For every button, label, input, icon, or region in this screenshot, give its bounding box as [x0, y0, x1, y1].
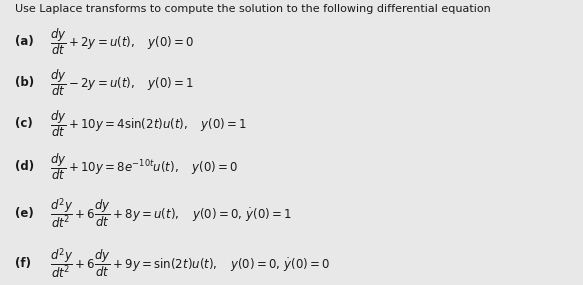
Text: $\dfrac{dy}{dt} - 2y = u(t), \quad y(0) = 1$: $\dfrac{dy}{dt} - 2y = u(t), \quad y(0) … — [50, 67, 194, 98]
Text: (d): (d) — [15, 160, 34, 173]
Text: (e): (e) — [15, 207, 33, 220]
Text: (c): (c) — [15, 117, 32, 131]
Text: (a): (a) — [15, 35, 33, 48]
Text: (b): (b) — [15, 76, 34, 89]
Text: $\dfrac{dy}{dt} + 10y = 8e^{-10t}u(t), \quad y(0) = 0$: $\dfrac{dy}{dt} + 10y = 8e^{-10t}u(t), \… — [50, 151, 238, 182]
Text: Use Laplace transforms to compute the solution to the following differential equ: Use Laplace transforms to compute the so… — [15, 4, 490, 14]
Text: $\dfrac{d^2y}{dt^2} + 6\dfrac{dy}{dt} + 8y = u(t), \quad y(0) = 0,\, \dot{y}(0) : $\dfrac{d^2y}{dt^2} + 6\dfrac{dy}{dt} + … — [50, 196, 292, 231]
Text: $\dfrac{d^2y}{dt^2} + 6\dfrac{dy}{dt} + 9y = \sin(2t)u(t), \quad y(0) = 0,\, \do: $\dfrac{d^2y}{dt^2} + 6\dfrac{dy}{dt} + … — [50, 246, 330, 281]
Text: (f): (f) — [15, 257, 30, 270]
Text: $\dfrac{dy}{dt} + 2y = u(t), \quad y(0) = 0$: $\dfrac{dy}{dt} + 2y = u(t), \quad y(0) … — [50, 26, 194, 57]
Text: $\dfrac{dy}{dt} + 10y = 4\sin(2t)u(t), \quad y(0) = 1$: $\dfrac{dy}{dt} + 10y = 4\sin(2t)u(t), \… — [50, 109, 247, 139]
